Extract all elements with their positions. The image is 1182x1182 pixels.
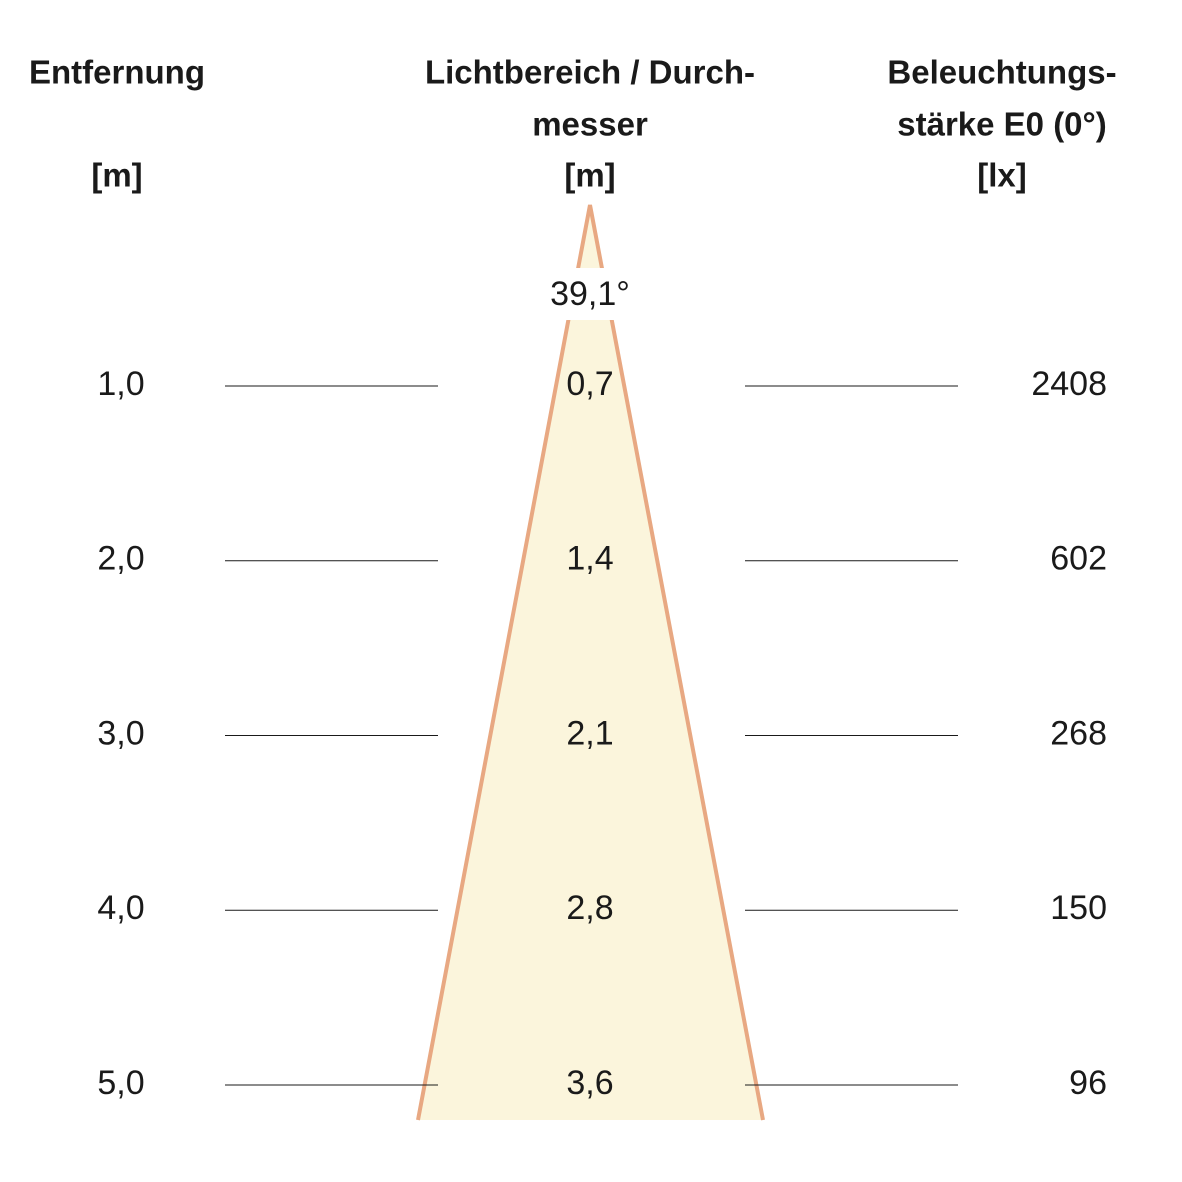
header: stärke E0 (0°)	[897, 106, 1106, 143]
header: [m]	[564, 157, 615, 194]
diameter: 3,6	[566, 1064, 613, 1102]
diameter: 2,8	[566, 889, 613, 927]
distance: 3,0	[97, 714, 144, 752]
distance: 4,0	[97, 889, 144, 927]
header: Entfernung	[29, 54, 205, 91]
distance: 2,0	[97, 540, 144, 578]
header: [m]	[91, 157, 142, 194]
illuminance: 2408	[1031, 365, 1107, 403]
illuminance: 602	[1050, 540, 1107, 578]
header: Beleuchtungs-	[887, 54, 1116, 91]
angle-label-bg	[535, 268, 645, 320]
header: Lichtbereich / Durch-	[425, 54, 755, 91]
illuminance: 150	[1050, 889, 1107, 927]
header: [lx]	[977, 157, 1027, 194]
light-cone	[418, 205, 763, 1120]
illuminance: 96	[1069, 1064, 1107, 1102]
beam-angle: 39,1°	[550, 275, 630, 313]
header: messer	[532, 106, 648, 143]
diameter: 0,7	[566, 365, 613, 403]
cone-outline	[416, 204, 765, 1121]
diameter: 1,4	[566, 540, 613, 578]
diameter: 2,1	[566, 714, 613, 752]
distance: 5,0	[97, 1064, 144, 1102]
illuminance: 268	[1050, 714, 1107, 752]
distance: 1,0	[97, 365, 144, 403]
